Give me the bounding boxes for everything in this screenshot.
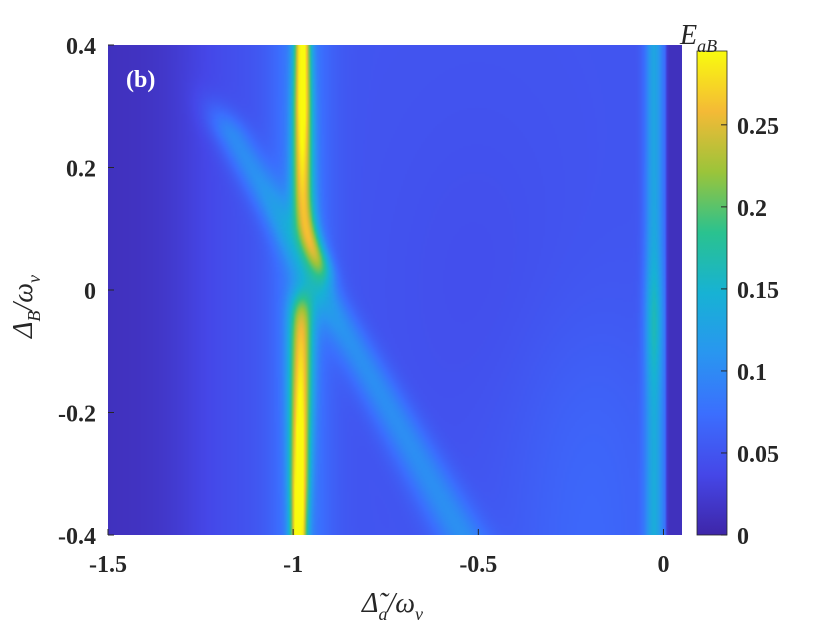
x-axis-ticks: -1.5 -1 -0.5 0 — [89, 529, 669, 578]
colorbar-tick-label: 0.25 — [737, 114, 779, 140]
heatmap-image — [108, 45, 682, 535]
x-axis-label: Δ̃a/ων — [361, 588, 423, 624]
x-tick-label: -1 — [283, 552, 303, 578]
x-tick-label: -0.5 — [459, 552, 497, 578]
y-tick-label: 0.2 — [66, 157, 96, 183]
y-tick-label: 0.4 — [66, 34, 96, 60]
colorbar-tick-label: 0.15 — [737, 278, 779, 304]
colorbar — [696, 50, 728, 536]
colorbar-tick-label: 0 — [737, 524, 749, 550]
panel-label: (b) — [126, 67, 155, 93]
colorbar-tick-label: 0.05 — [737, 442, 779, 468]
colorbar-tick-label: 0.1 — [737, 360, 767, 386]
y-tick-label: -0.4 — [58, 524, 96, 550]
colorbar-tick-label: 0.2 — [737, 196, 767, 222]
colorbar-ticks: 0.25 0.2 0.15 0.1 0.05 0 — [721, 114, 779, 550]
y-axis-ticks: 0.4 0.2 0 -0.2 -0.4 — [58, 34, 114, 550]
y-tick-label: -0.2 — [58, 402, 96, 428]
colorbar-label: EaB — [679, 20, 717, 56]
x-tick-label: 0 — [657, 552, 669, 578]
y-axis-label: ΔB/ων — [8, 275, 44, 339]
y-tick-label: 0 — [84, 279, 96, 305]
heatmap-area — [108, 45, 682, 535]
x-tick-label: -1.5 — [89, 552, 127, 578]
